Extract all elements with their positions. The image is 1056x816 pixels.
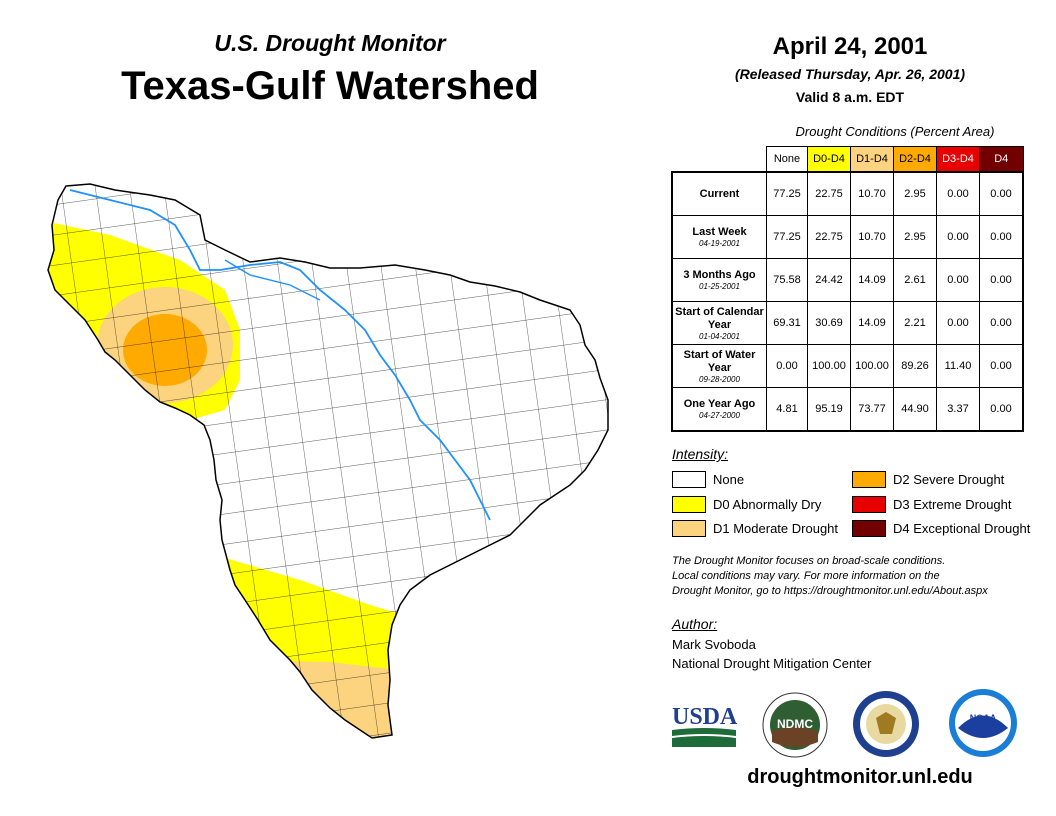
cell: 100.00 — [807, 344, 851, 388]
col-none: None — [766, 146, 808, 173]
usda-logo: USDA — [672, 704, 738, 747]
website-url: droughtmonitor.unl.edu — [747, 766, 973, 788]
legend-item-d2: D2 Severe Drought — [852, 471, 1004, 488]
cell: 24.42 — [807, 258, 851, 302]
legend-swatch — [672, 471, 706, 488]
cell: 95.19 — [807, 387, 851, 432]
cell: 11.40 — [936, 344, 980, 388]
row-label: Last Week 04-19-2001 — [671, 215, 767, 259]
info-note: The Drought Monitor focuses on broad-sca… — [672, 555, 988, 597]
row-label: Start of Calendar Year 01-04-2001 — [671, 301, 767, 345]
author-org: National Drought Mitigation Center — [672, 656, 872, 671]
cell: 77.25 — [766, 215, 808, 259]
cell: 75.58 — [766, 258, 808, 302]
cell: 100.00 — [850, 344, 894, 388]
cell: 2.95 — [893, 215, 937, 259]
col-d3-d4: D3-D4 — [936, 146, 980, 173]
author-name: Mark Svoboda — [672, 637, 756, 652]
row-label: Start of Water Year 09-28-2000 — [671, 344, 767, 388]
cell: 0.00 — [936, 258, 980, 302]
cell: 3.37 — [936, 387, 980, 432]
commerce-seal-logo — [853, 691, 919, 757]
table-row-3-months: 3 Months Ago 01-25-2001 75.58 24.42 14.09… — [671, 258, 1024, 302]
svg-text:NOAA: NOAA — [970, 713, 997, 723]
cell: 2.21 — [893, 301, 937, 345]
table-row-current: Current 77.25 22.75 10.70 2.95 0.00 0.00 — [671, 171, 1024, 216]
cell: 30.69 — [807, 301, 851, 345]
legend-swatch — [672, 496, 706, 513]
cell: 2.95 — [893, 171, 937, 216]
river — [69, 189, 491, 521]
table-row-water-year: Start of Water Year 09-28-2000 0.00 100.0… — [671, 344, 1024, 388]
cell: 0.00 — [979, 215, 1024, 259]
release-date: (Released Thursday, Apr. 26, 2001) — [734, 66, 966, 82]
cell: 14.09 — [850, 258, 894, 302]
cell: 0.00 — [936, 301, 980, 345]
row-label: One Year Ago 04-27-2000 — [671, 387, 767, 432]
cell: 73.77 — [850, 387, 894, 432]
ndmc-logo: NDMC — [762, 692, 828, 758]
cell: 89.26 — [893, 344, 937, 388]
legend-title: Intensity: — [672, 446, 729, 462]
cell: 0.00 — [979, 387, 1024, 432]
cell: 0.00 — [936, 215, 980, 259]
cell: 4.81 — [766, 387, 808, 432]
legend-item-d4: D4 Exceptional Drought — [852, 520, 1030, 537]
legend-item-d3: D3 Extreme Drought — [852, 496, 1012, 513]
cell: 22.75 — [807, 171, 851, 216]
cell: 44.90 — [893, 387, 937, 432]
row-label: 3 Months Ago 01-25-2001 — [671, 258, 767, 302]
cell: 2.61 — [893, 258, 937, 302]
svg-text:NDMC: NDMC — [777, 717, 813, 731]
cell: 10.70 — [850, 215, 894, 259]
table-header-row: None D0-D4 D1-D4 D2-D4 D3-D4 D4 — [672, 146, 1024, 173]
cell: 0.00 — [979, 344, 1024, 388]
row-label: Current — [671, 171, 767, 216]
cell: 22.75 — [807, 215, 851, 259]
watershed-map — [47, 183, 609, 739]
table-row-last-week: Last Week 04-19-2001 77.25 22.75 10.70 2.… — [671, 215, 1024, 259]
valid-time: Valid 8 a.m. EDT — [795, 89, 905, 105]
legend-item-d1: D1 Moderate Drought — [672, 520, 838, 537]
legend-swatch — [852, 496, 886, 513]
table-row-calendar-year: Start of Calendar Year 01-04-2001 69.31 3… — [671, 301, 1024, 345]
table-row-one-year: One Year Ago 04-27-2000 4.81 95.19 73.77 … — [671, 387, 1024, 432]
col-d2-d4: D2-D4 — [893, 146, 937, 173]
cell: 69.31 — [766, 301, 808, 345]
watershed-boundary — [47, 183, 609, 739]
map-subtitle: U.S. Drought Monitor — [214, 30, 446, 56]
cell: 0.00 — [979, 258, 1024, 302]
cell: 0.00 — [766, 344, 808, 388]
svg-text:USDA: USDA — [672, 704, 738, 730]
table-caption: Drought Conditions (Percent Area) — [795, 124, 995, 139]
cell: 0.00 — [936, 171, 980, 216]
cell: 14.09 — [850, 301, 894, 345]
col-d4: D4 — [979, 146, 1024, 173]
cell: 0.00 — [979, 301, 1024, 345]
author-title: Author: — [672, 616, 718, 632]
cell: 0.00 — [979, 171, 1024, 216]
legend-item-d0: D0 Abnormally Dry — [672, 496, 821, 513]
legend-swatch — [672, 520, 706, 537]
noaa-logo: NOAA — [949, 689, 1017, 757]
col-d0-d4: D0-D4 — [807, 146, 851, 173]
cell: 77.25 — [766, 171, 808, 216]
river-tributary — [224, 259, 321, 301]
legend-swatch — [852, 520, 886, 537]
cell: 10.70 — [850, 171, 894, 216]
legend-swatch — [852, 471, 886, 488]
map-title: Texas-Gulf Watershed — [121, 64, 539, 108]
drought-conditions-table: None D0-D4 D1-D4 D2-D4 D3-D4 D4 Current … — [671, 146, 1024, 432]
legend-item-none: None — [672, 471, 744, 488]
map-date: April 24, 2001 — [772, 33, 928, 60]
col-d1-d4: D1-D4 — [850, 146, 894, 173]
